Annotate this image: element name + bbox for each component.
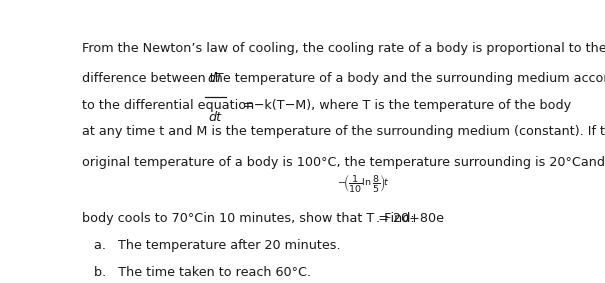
Text: at any time t and M is the temperature of the surrounding medium (constant). If : at any time t and M is the temperature o… xyxy=(82,125,605,138)
Text: dT: dT xyxy=(208,72,223,85)
Text: $-\!\left(\dfrac{1}{10}\ln\dfrac{8}{5}\right)\!t$: $-\!\left(\dfrac{1}{10}\ln\dfrac{8}{5}\r… xyxy=(337,172,390,194)
Text: to the differential equation: to the differential equation xyxy=(82,99,254,112)
Text: body cools to 70°Cin 10 minutes, show that T = 20+80e: body cools to 70°Cin 10 minutes, show th… xyxy=(82,212,443,224)
Text: difference between the temperature of a body and the surrounding medium accordin: difference between the temperature of a … xyxy=(82,72,605,85)
Text: From the Newton’s law of cooling, the cooling rate of a body is proportional to : From the Newton’s law of cooling, the co… xyxy=(82,42,605,55)
Text: original temperature of a body is 100°C, the temperature surrounding is 20°Cand : original temperature of a body is 100°C,… xyxy=(82,156,605,169)
Text: dt: dt xyxy=(209,111,222,124)
Text: a.   The temperature after 20 minutes.: a. The temperature after 20 minutes. xyxy=(82,239,341,252)
Text: b.   The time taken to reach 60°C.: b. The time taken to reach 60°C. xyxy=(82,266,311,279)
Text: =−k(T−M), where T is the temperature of the body: =−k(T−M), where T is the temperature of … xyxy=(243,99,572,112)
Text: . Find:: . Find: xyxy=(376,212,414,224)
